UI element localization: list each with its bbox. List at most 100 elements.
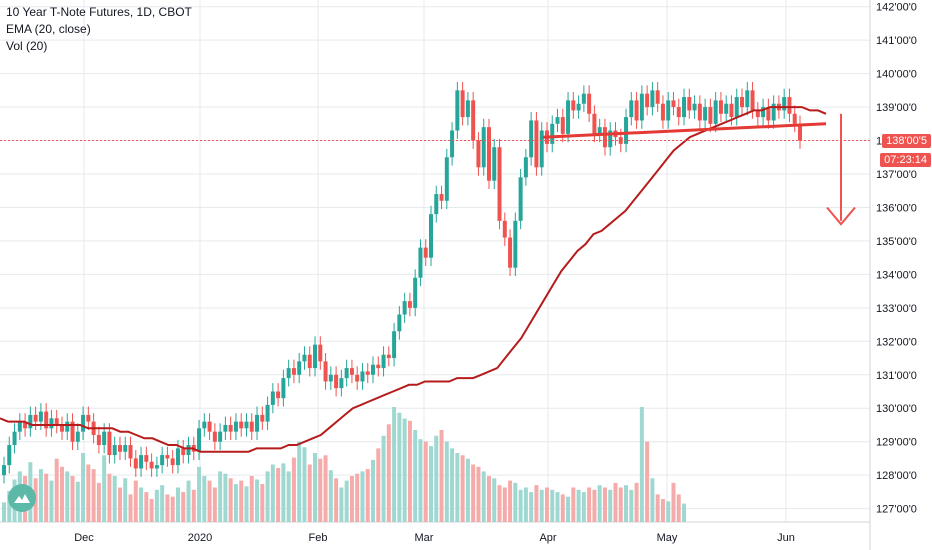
candle-body — [740, 97, 745, 108]
candle-body — [581, 93, 586, 104]
candle-body — [239, 421, 244, 429]
volume-bar — [318, 458, 323, 522]
candle-body — [181, 448, 186, 456]
volume-bar — [54, 458, 59, 522]
candle-body — [170, 458, 175, 466]
volume-bar — [154, 489, 159, 522]
candle-body — [750, 90, 755, 111]
volume-bar — [228, 478, 233, 522]
volume-bar — [123, 478, 128, 522]
volume-bar — [197, 466, 202, 522]
volume-bar — [508, 480, 513, 522]
candle-body — [270, 391, 275, 405]
candle-body — [276, 391, 281, 399]
candle-body — [718, 100, 723, 114]
legend-volume[interactable]: Vol (20) — [6, 39, 48, 53]
y-tick-label: 141'00'0 — [876, 35, 917, 47]
volume-bar — [91, 469, 96, 522]
candle-body — [602, 127, 607, 148]
candle-body — [365, 371, 370, 375]
legend-ema[interactable]: EMA (20, close) — [6, 22, 91, 36]
volume-bar — [613, 482, 618, 522]
volume-bar — [112, 476, 117, 522]
volume-bar — [260, 484, 265, 522]
candle-body — [755, 110, 760, 118]
candle-body — [249, 421, 254, 432]
volume-bar — [439, 430, 444, 522]
candle-body — [629, 100, 634, 118]
volume-bar — [265, 471, 270, 522]
candle-body — [318, 344, 323, 362]
y-tick-label: 134'00'0 — [876, 269, 917, 281]
volume-bar — [313, 453, 318, 522]
volume-bar — [323, 455, 328, 522]
candle-body — [2, 465, 6, 476]
volume-bar — [344, 480, 349, 522]
volume-bar — [539, 489, 544, 522]
candle-body — [692, 103, 697, 111]
candle-body — [513, 220, 518, 268]
candle-body — [782, 97, 787, 111]
volume-bar — [402, 418, 407, 522]
candle-body — [402, 301, 407, 315]
volume-bar — [291, 457, 296, 522]
volume-bar — [639, 407, 644, 522]
candle-body — [360, 371, 365, 382]
candle-body — [697, 103, 702, 121]
candle-body — [70, 421, 75, 442]
y-tick-label: 136'00'0 — [876, 202, 917, 214]
candle-body — [798, 123, 802, 141]
volume-bar — [450, 448, 455, 522]
candle-body — [771, 103, 776, 121]
volume-bar — [413, 430, 418, 522]
volume-bar — [117, 487, 122, 522]
volume-bar — [70, 476, 75, 522]
candle-body — [302, 354, 307, 362]
volume-bar — [339, 487, 344, 522]
candle-body — [550, 123, 555, 144]
volume-bar — [497, 485, 502, 522]
candle-body — [508, 237, 513, 268]
volume-bar — [381, 435, 386, 522]
candle-body — [518, 177, 523, 221]
volume-bar — [392, 407, 397, 522]
volume-bar — [365, 469, 370, 522]
candle-body — [44, 411, 49, 429]
legend-title[interactable]: 10 Year T-Note Futures, 1D, CBOT — [6, 5, 192, 19]
volume-bar — [455, 453, 460, 522]
volume-bar — [581, 492, 586, 522]
volume-bar — [81, 453, 86, 522]
candle-body — [212, 431, 217, 442]
tradingview-logo-icon[interactable] — [8, 484, 36, 512]
candle-body — [450, 130, 455, 158]
volume-bar — [418, 439, 423, 522]
volume-bar — [371, 459, 376, 522]
volume-bar — [618, 487, 623, 522]
volume-bar — [165, 494, 170, 522]
candle-body — [7, 445, 12, 466]
candle-body — [313, 344, 318, 369]
y-tick-label: 127'00'0 — [876, 504, 917, 516]
volume-bar — [170, 496, 175, 522]
candle-body — [486, 127, 491, 181]
volume-bar — [471, 464, 476, 522]
candle-body — [33, 414, 38, 422]
y-tick-label: 140'00'0 — [876, 69, 917, 81]
candle-body — [376, 364, 381, 369]
candle-body — [555, 117, 560, 124]
candle-body — [497, 147, 502, 221]
candle-body — [260, 414, 265, 422]
x-tick-label: Dec — [74, 532, 94, 544]
volume-bar — [244, 486, 249, 522]
volume-bar — [223, 473, 228, 522]
volume-bar — [59, 466, 64, 522]
candle-body — [371, 364, 376, 375]
volume-bar — [481, 471, 486, 522]
volume-bar — [645, 441, 650, 522]
candle-body — [671, 100, 676, 108]
volume-bar — [476, 466, 481, 522]
candle-body — [86, 414, 91, 422]
candle-body — [576, 103, 581, 111]
volume-bar — [407, 420, 412, 522]
